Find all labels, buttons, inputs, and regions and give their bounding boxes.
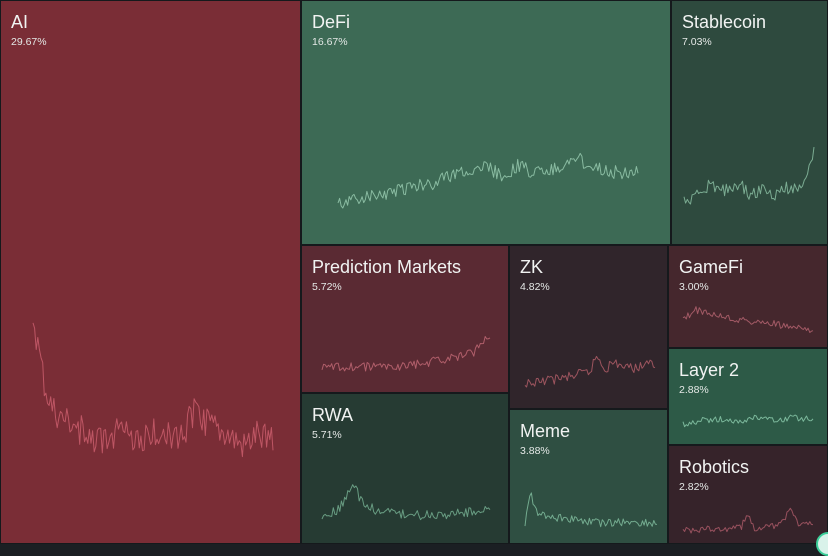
tile-share: 3.00% (679, 281, 709, 293)
tile-rwa[interactable]: RWA 5.71% (301, 393, 509, 544)
sparkline (682, 414, 814, 428)
tile-share: 29.67% (11, 36, 47, 48)
tile-label: Robotics (679, 457, 750, 477)
tile-stablecoin[interactable]: Stablecoin 7.03% (671, 0, 828, 245)
tile-label: DeFi (312, 12, 351, 32)
sparkline-path (683, 147, 815, 205)
tile-share: 7.03% (682, 36, 712, 48)
tile-share: 2.88% (679, 384, 709, 396)
sparkline (321, 336, 491, 372)
corner-badge-icon[interactable] (816, 532, 828, 556)
tile-share: 16.67% (312, 36, 348, 48)
tile-label: ZK (520, 257, 544, 277)
sparkline-path (321, 336, 491, 372)
tile-share: 3.88% (520, 445, 550, 457)
tile-share: 5.72% (312, 281, 342, 293)
tile-gamefi[interactable]: GameFi 3.00% (668, 245, 828, 348)
tile-label: Meme (520, 421, 571, 441)
sparkline (682, 507, 814, 534)
tile-zk[interactable]: ZK 4.82% (509, 245, 668, 409)
sparkline (683, 147, 815, 205)
sparkline-path (321, 484, 491, 521)
sparkline-path (524, 355, 656, 388)
sparkline-path (337, 152, 639, 209)
sparkline (682, 306, 814, 333)
sparkline (337, 152, 639, 209)
sparkline (321, 484, 491, 521)
tile-meme[interactable]: Meme 3.88% (509, 409, 668, 544)
sparkline (524, 355, 656, 388)
sparkline-path (32, 322, 274, 458)
tile-robotics[interactable]: Robotics 2.82% (668, 445, 828, 544)
tile-label: AI (11, 12, 29, 32)
sparkline (32, 322, 274, 458)
tile-label: Layer 2 (679, 360, 740, 380)
sparkline-path (682, 507, 814, 534)
tile-label: RWA (312, 405, 354, 425)
sparkline-path (524, 492, 658, 528)
tile-label: Prediction Markets (312, 257, 462, 277)
sparkline-path (682, 306, 814, 333)
sparkline (524, 492, 658, 528)
tile-layer-2[interactable]: Layer 2 2.88% (668, 348, 828, 445)
tile-ai[interactable]: AI 29.67% (0, 0, 301, 544)
tile-label: GameFi (679, 257, 744, 277)
tile-label: Stablecoin (682, 12, 767, 32)
tile-share: 2.82% (679, 481, 709, 493)
tile-share: 5.71% (312, 429, 342, 441)
tile-prediction-markets[interactable]: Prediction Markets 5.72% (301, 245, 509, 393)
sparkline-path (682, 414, 814, 428)
tile-defi[interactable]: DeFi 16.67% (301, 0, 671, 245)
tile-share: 4.82% (520, 281, 550, 293)
